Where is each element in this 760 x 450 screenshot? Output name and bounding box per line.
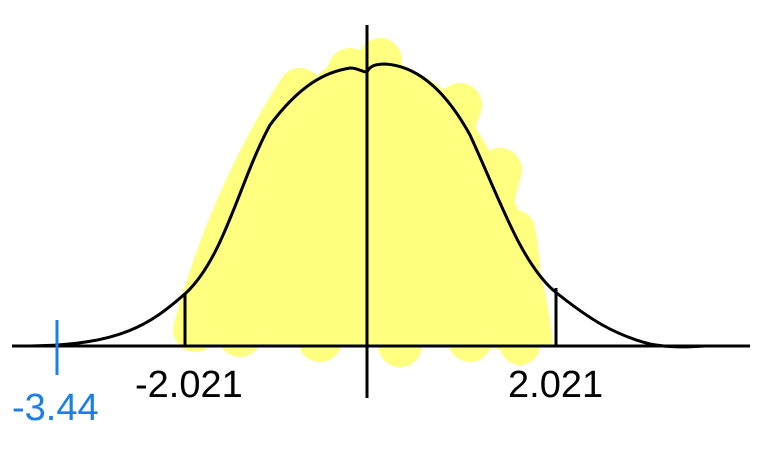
shading-stroke-9	[245, 150, 490, 205]
test-statistic-label: -3.44	[12, 387, 99, 429]
right-critical-label: 2.021	[508, 364, 603, 406]
bell-curve	[29, 62, 706, 349]
shading-stroke-7	[185, 280, 540, 350]
shading-stroke-8	[205, 220, 520, 275]
left-critical-label: -2.021	[135, 364, 243, 406]
